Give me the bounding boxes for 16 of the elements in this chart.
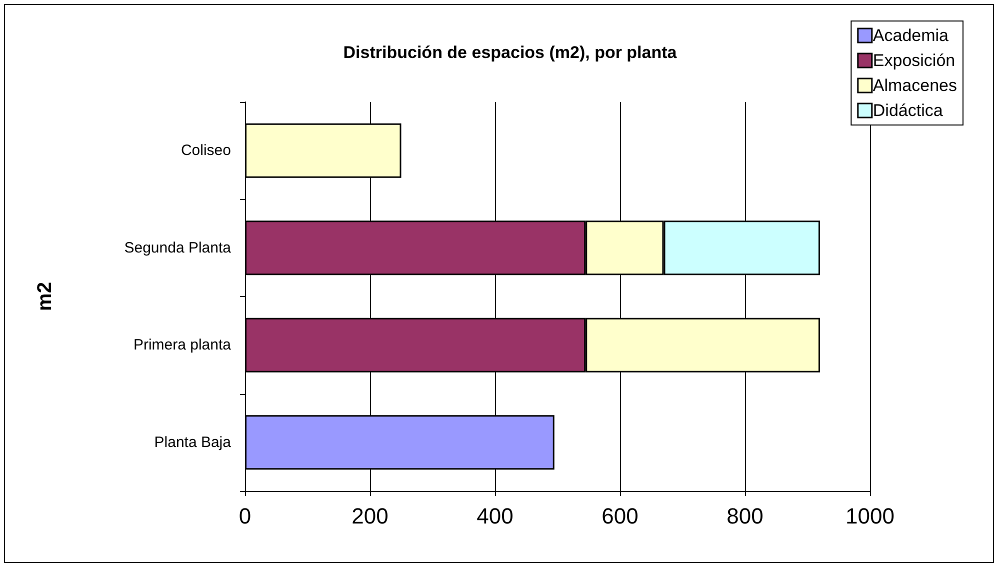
x-tick-label: 400 [476, 504, 514, 528]
x-tick-label: 800 [726, 504, 764, 528]
y-axis-title: m2 [34, 282, 56, 311]
y-tick-label: Coliseo [180, 142, 231, 160]
legend-label: Academia [872, 26, 950, 45]
chart-title: Distribución de espacios (m2), por planta [343, 43, 678, 62]
x-tick-label: 200 [352, 504, 388, 528]
y-tick-label: Primera planta [133, 336, 232, 354]
legend-label: Almacenes [872, 76, 958, 95]
legend-label: Didáctica [872, 101, 944, 120]
y-tick-label: Planta Baja [154, 434, 232, 451]
legend-label: Exposición [872, 51, 956, 70]
y-tick-label: Segunda Planta [124, 239, 232, 256]
x-tick-label: 1000 [846, 504, 894, 528]
x-tick-label: 600 [602, 504, 638, 528]
x-tick-label: 0 [238, 504, 252, 528]
